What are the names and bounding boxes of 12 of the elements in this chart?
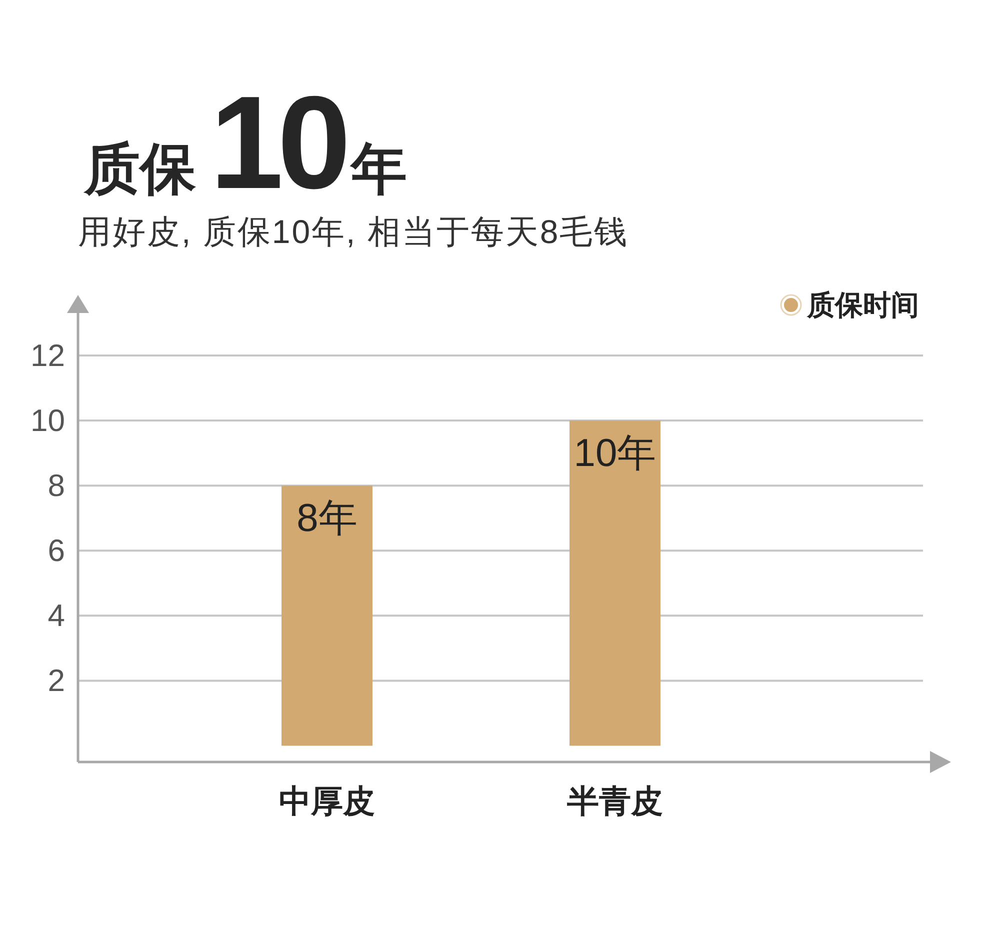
y-tick-label: 8 bbox=[48, 468, 65, 504]
y-tick-label: 10 bbox=[30, 403, 65, 438]
y-tick-label: 12 bbox=[30, 338, 65, 374]
y-tick-label: 4 bbox=[48, 598, 65, 634]
data-label: 8年 bbox=[296, 497, 358, 540]
y-tick-label: 6 bbox=[48, 533, 65, 568]
chart-subtitle: 用好皮, 质保10年, 相当于每天8毛钱 bbox=[78, 213, 629, 250]
x-tick-label: 中厚皮 bbox=[279, 783, 375, 819]
y-tick-label: 2 bbox=[48, 663, 65, 698]
data-label: 10年 bbox=[574, 432, 656, 476]
x-tick-label: 半青皮 bbox=[566, 783, 663, 819]
legend-label: 质保时间 bbox=[806, 290, 919, 320]
